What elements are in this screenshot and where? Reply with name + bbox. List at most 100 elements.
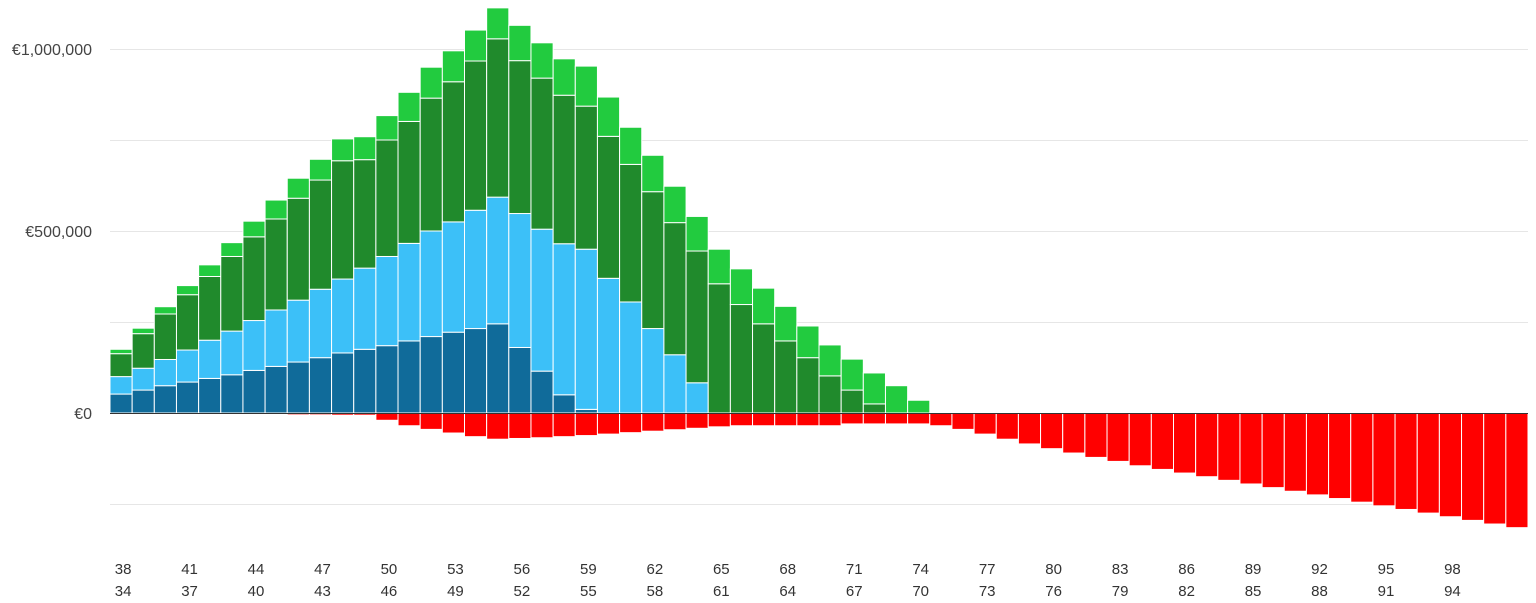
bar-segment-light-blue-47[interactable] xyxy=(308,288,333,359)
bar-segment-light-blue-40[interactable] xyxy=(153,358,177,387)
bar-segment-dark-green-58[interactable] xyxy=(552,94,576,245)
bar-segment-light-blue-43[interactable] xyxy=(220,330,244,376)
bar-segment-light-green-47[interactable] xyxy=(308,158,333,181)
bar-segment-dark-blue-52[interactable] xyxy=(419,336,443,414)
bar-segment-light-green-46[interactable] xyxy=(286,177,310,199)
bar-segment-dark-blue-43[interactable] xyxy=(220,374,244,414)
bar-segment-dark-green-53[interactable] xyxy=(441,81,465,223)
bar-segment-dark-green-69[interactable] xyxy=(796,357,820,414)
bar-segment-light-green-51[interactable] xyxy=(397,91,421,122)
bar-segment-red-93[interactable] xyxy=(1328,412,1352,500)
bar-segment-light-blue-39[interactable] xyxy=(131,367,155,391)
bar-segment-light-blue-63[interactable] xyxy=(663,354,687,414)
bar-segment-dark-blue-50[interactable] xyxy=(375,345,399,414)
bar-segment-dark-green-46[interactable] xyxy=(286,197,310,301)
bar-segment-light-blue-49[interactable] xyxy=(353,267,377,350)
bar-segment-light-green-60[interactable] xyxy=(596,96,621,137)
bar-segment-dark-green-54[interactable] xyxy=(464,60,488,211)
bar-segment-dark-blue-41[interactable] xyxy=(175,381,200,414)
bar-segment-light-green-49[interactable] xyxy=(353,136,377,161)
bar-segment-red-56[interactable] xyxy=(508,412,532,439)
bar-segment-red-57[interactable] xyxy=(530,412,554,439)
bar-segment-light-green-63[interactable] xyxy=(663,185,687,224)
bar-segment-red-80[interactable] xyxy=(1040,412,1064,450)
bar-segment-dark-green-56[interactable] xyxy=(508,60,532,215)
bar-segment-red-63[interactable] xyxy=(663,412,687,431)
bar-segment-light-blue-48[interactable] xyxy=(331,278,355,354)
bar-segment-dark-green-57[interactable] xyxy=(530,77,554,230)
bar-segment-light-green-45[interactable] xyxy=(264,199,288,220)
bar-segment-dark-green-61[interactable] xyxy=(619,163,643,303)
bar-segment-red-96[interactable] xyxy=(1394,412,1418,510)
bar-segment-light-blue-42[interactable] xyxy=(198,339,222,379)
bar-segment-dark-green-45[interactable] xyxy=(264,218,288,311)
bar-segment-red-99[interactable] xyxy=(1461,412,1485,521)
bar-segment-red-82[interactable] xyxy=(1084,412,1108,458)
bar-segment-red-70[interactable] xyxy=(818,412,842,427)
bar-segment-dark-blue-49[interactable] xyxy=(353,348,377,414)
bar-segment-light-green-50[interactable] xyxy=(375,115,399,141)
bar-segment-red-72[interactable] xyxy=(862,412,886,425)
bar-segment-light-green-44[interactable] xyxy=(242,220,266,238)
bar-segment-red-83[interactable] xyxy=(1106,412,1130,462)
bar-segment-red-68[interactable] xyxy=(774,412,798,427)
bar-segment-light-green-64[interactable] xyxy=(685,215,709,252)
bar-segment-red-61[interactable] xyxy=(619,412,643,434)
bar-segment-light-blue-41[interactable] xyxy=(175,349,200,383)
bar-segment-dark-green-64[interactable] xyxy=(685,250,709,384)
bar-segment-dark-blue-51[interactable] xyxy=(397,340,421,414)
bar-segment-dark-green-52[interactable] xyxy=(419,97,443,232)
bar-segment-red-53[interactable] xyxy=(441,412,465,434)
bar-segment-dark-green-66[interactable] xyxy=(729,304,754,414)
bar-segment-light-green-70[interactable] xyxy=(818,344,842,377)
bar-segment-red-74[interactable] xyxy=(907,412,931,425)
bar-segment-dark-blue-53[interactable] xyxy=(441,331,465,414)
bar-segment-dark-green-49[interactable] xyxy=(353,159,377,269)
bar-segment-dark-green-38[interactable] xyxy=(109,353,133,378)
bar-segment-light-blue-38[interactable] xyxy=(109,376,133,395)
bar-segment-light-green-56[interactable] xyxy=(508,24,532,62)
bar-segment-light-green-73[interactable] xyxy=(884,385,909,414)
bar-segment-light-green-66[interactable] xyxy=(729,268,754,306)
bar-segment-red-58[interactable] xyxy=(552,412,576,438)
bar-segment-red-73[interactable] xyxy=(884,412,909,425)
bar-segment-red-90[interactable] xyxy=(1261,412,1285,489)
bar-segment-light-blue-58[interactable] xyxy=(552,243,576,396)
bar-segment-red-79[interactable] xyxy=(1017,412,1042,445)
bar-segment-light-green-71[interactable] xyxy=(840,358,864,391)
bar-segment-light-green-40[interactable] xyxy=(153,306,177,315)
bar-segment-dark-green-42[interactable] xyxy=(198,276,222,341)
bar-segment-dark-blue-46[interactable] xyxy=(286,361,310,414)
bar-segment-light-green-61[interactable] xyxy=(619,126,643,165)
bar-segment-red-95[interactable] xyxy=(1372,412,1396,507)
bar-segment-dark-green-50[interactable] xyxy=(375,139,399,257)
bar-segment-dark-green-44[interactable] xyxy=(242,236,266,322)
bar-segment-red-65[interactable] xyxy=(707,412,731,428)
bar-segment-dark-green-67[interactable] xyxy=(752,323,776,414)
bar-segment-red-84[interactable] xyxy=(1128,412,1152,467)
bar-segment-dark-green-65[interactable] xyxy=(707,283,731,414)
bar-segment-light-green-52[interactable] xyxy=(419,66,443,99)
bar-segment-red-101[interactable] xyxy=(1505,412,1529,529)
bar-segment-dark-green-48[interactable] xyxy=(331,160,355,280)
bar-segment-dark-green-55[interactable] xyxy=(486,38,510,198)
bar-segment-light-green-38[interactable] xyxy=(109,348,133,355)
bar-segment-light-green-62[interactable] xyxy=(641,154,665,193)
bar-segment-red-64[interactable] xyxy=(685,412,709,429)
bar-segment-light-blue-52[interactable] xyxy=(419,230,443,338)
bar-segment-red-69[interactable] xyxy=(796,412,820,427)
bar-segment-dark-blue-40[interactable] xyxy=(153,385,177,414)
bar-segment-light-blue-55[interactable] xyxy=(486,196,510,325)
bar-segment-light-blue-45[interactable] xyxy=(264,309,288,367)
bar-segment-red-71[interactable] xyxy=(840,412,864,425)
bar-segment-red-55[interactable] xyxy=(486,412,510,440)
bar-segment-light-blue-64[interactable] xyxy=(685,382,709,414)
bar-segment-dark-green-71[interactable] xyxy=(840,389,864,414)
bar-segment-dark-blue-39[interactable] xyxy=(131,389,155,414)
bar-segment-light-green-54[interactable] xyxy=(464,29,488,62)
bar-segment-dark-green-41[interactable] xyxy=(175,294,200,351)
bar-segment-red-62[interactable] xyxy=(641,412,665,432)
bar-segment-dark-green-60[interactable] xyxy=(596,135,621,279)
bar-segment-light-blue-50[interactable] xyxy=(375,255,399,347)
bar-segment-light-green-68[interactable] xyxy=(774,305,798,342)
